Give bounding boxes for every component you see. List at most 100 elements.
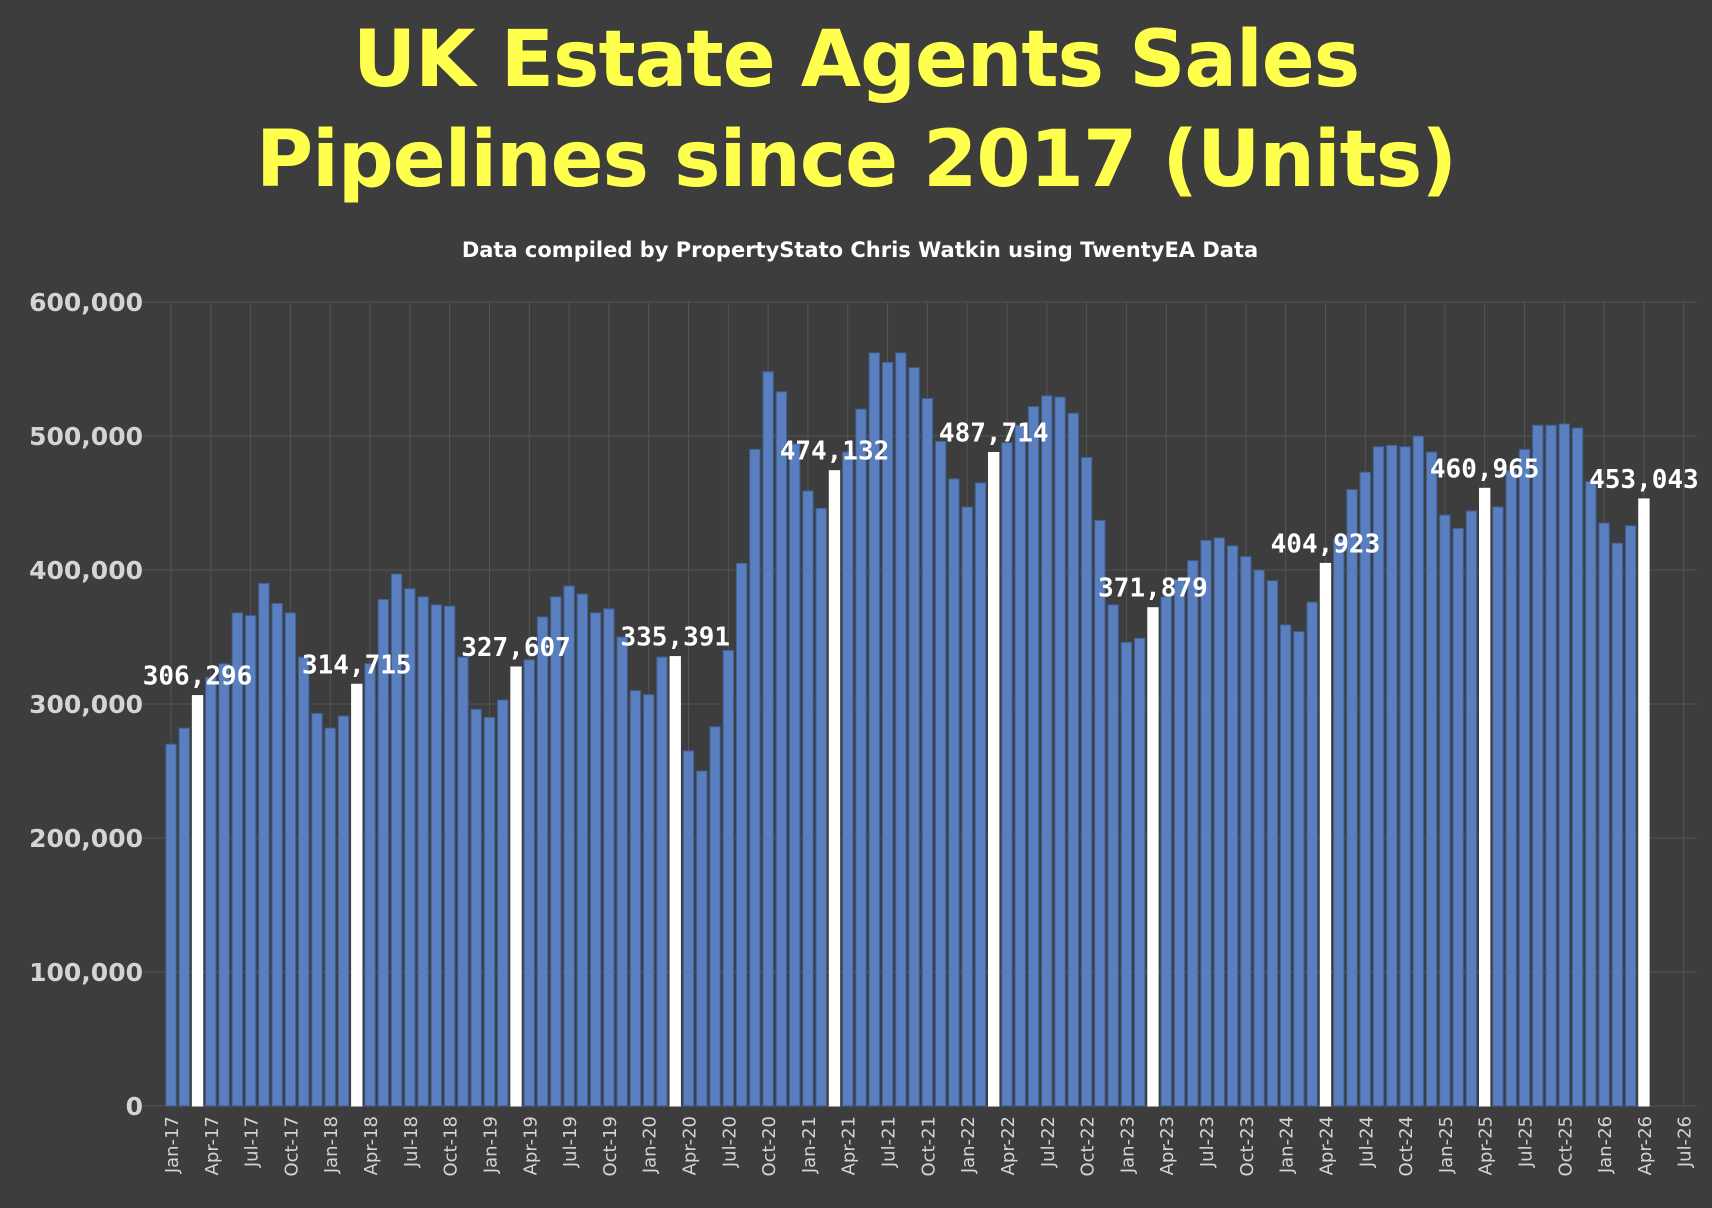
bar: [298, 656, 310, 1107]
bar: [417, 596, 429, 1107]
y-tick-label: 400,000: [29, 556, 143, 585]
bar: [1505, 470, 1517, 1107]
bar: [934, 440, 947, 1107]
bar: [311, 712, 323, 1107]
bar: [536, 616, 549, 1107]
x-tick-label: Jan-25: [1436, 1116, 1457, 1174]
bar: [205, 676, 217, 1107]
bar: [1399, 446, 1411, 1107]
x-tick-label: Jan-22: [958, 1116, 979, 1174]
x-tick-label: Jan-24: [1277, 1116, 1298, 1174]
y-tick-label: 100,000: [29, 958, 143, 987]
bar: [1014, 424, 1026, 1107]
x-tick-label: Jul-20: [719, 1116, 740, 1168]
x-tick-label: Oct-22: [1078, 1116, 1099, 1177]
bar: [1532, 424, 1544, 1107]
bar: [271, 603, 283, 1107]
bar: [643, 694, 655, 1107]
x-tick-label: Apr-25: [1476, 1116, 1497, 1175]
bar: [337, 715, 350, 1107]
data-label: 306,296: [143, 662, 253, 692]
bar: [165, 743, 177, 1107]
y-tick-label: 200,000: [29, 824, 143, 853]
bar: [1027, 406, 1040, 1107]
data-label: 335,391: [620, 623, 730, 653]
chart-subtitle: Data compiled by PropertyStato Chris Wat…: [461, 238, 1259, 262]
highlight-bar: [1319, 562, 1332, 1107]
bar: [1067, 412, 1080, 1107]
x-tick-label: Apr-19: [520, 1116, 541, 1175]
bar: [1094, 519, 1106, 1107]
bar: [629, 690, 642, 1107]
bar: [1611, 542, 1624, 1107]
x-tick-label: Jul-19: [560, 1116, 581, 1168]
highlight-bar: [510, 666, 522, 1107]
x-tick-label: Jul-23: [1197, 1116, 1218, 1168]
bar: [788, 443, 801, 1107]
data-labels: 306,296 314,715 327,607 335,391 474,132 487,7…: [143, 418, 1699, 691]
x-tick-label: Apr-22: [998, 1116, 1019, 1175]
bar: [1545, 424, 1557, 1107]
bar: [178, 727, 190, 1107]
bar: [682, 750, 695, 1107]
bar: [550, 596, 562, 1107]
x-tick-label: Jul-17: [242, 1116, 263, 1168]
x-tick-label: Apr-26: [1635, 1116, 1656, 1175]
bar: [1558, 423, 1570, 1107]
x-tick-label: Apr-21: [839, 1116, 860, 1175]
chart-title-line-2: Pipelines since 2017 (Units): [256, 115, 1457, 205]
x-tick-label: Jul-18: [401, 1116, 422, 1168]
x-tick-label: Apr-20: [680, 1116, 701, 1175]
bar: [404, 588, 416, 1107]
bar: [1080, 456, 1093, 1107]
highlight-bar: [1638, 498, 1650, 1107]
bar: [1425, 451, 1438, 1107]
bar: [1107, 604, 1119, 1107]
bar: [483, 716, 496, 1107]
highlight-bar: [669, 656, 681, 1107]
bar: [377, 598, 389, 1107]
bar: [470, 708, 482, 1107]
y-tick-label: 0: [126, 1092, 143, 1121]
highlight-bar: [351, 683, 363, 1107]
data-label: 327,607: [461, 633, 571, 663]
x-tick-label: Jan-17: [162, 1116, 183, 1174]
bar: [284, 612, 297, 1107]
y-tick-label: 500,000: [29, 422, 143, 451]
bar: [1134, 637, 1146, 1107]
highlight-bar: [1479, 487, 1491, 1107]
bar: [762, 371, 774, 1107]
bar: [696, 770, 708, 1107]
x-tick-label: Oct-23: [1237, 1116, 1258, 1177]
data-label: 474,132: [780, 437, 890, 467]
x-tick-label: Jul-25: [1515, 1116, 1536, 1168]
bar: [775, 391, 788, 1107]
bar: [497, 699, 509, 1107]
bar: [961, 506, 973, 1107]
x-tick-label: Apr-18: [361, 1116, 382, 1175]
bar: [1386, 444, 1398, 1107]
data-label: 453,043: [1589, 465, 1699, 495]
bar: [815, 507, 827, 1107]
bar: [563, 585, 575, 1107]
bar: [1333, 538, 1345, 1107]
bar: [218, 663, 230, 1107]
bar: [948, 478, 960, 1107]
x-tick-label: Jan-23: [1117, 1116, 1138, 1174]
chart-title-line-1: UK Estate Agents Sales: [352, 15, 1360, 105]
bar: [1492, 506, 1504, 1107]
bar: [1240, 556, 1252, 1107]
bar: [868, 352, 880, 1107]
bar: [1465, 510, 1478, 1107]
bar: [895, 352, 907, 1107]
bar: [1173, 578, 1186, 1107]
bar: [881, 361, 894, 1107]
bar: [1213, 537, 1225, 1107]
bar: [1001, 442, 1013, 1107]
x-tick-label: Oct-20: [759, 1116, 780, 1177]
chart-title: UK Estate Agents Sales Pipelines since 2…: [0, 10, 1712, 210]
data-label: 371,879: [1098, 574, 1208, 604]
x-tick-label: Oct-17: [281, 1116, 302, 1177]
bar: [1279, 624, 1292, 1107]
x-tick-label: Jan-26: [1595, 1116, 1616, 1174]
